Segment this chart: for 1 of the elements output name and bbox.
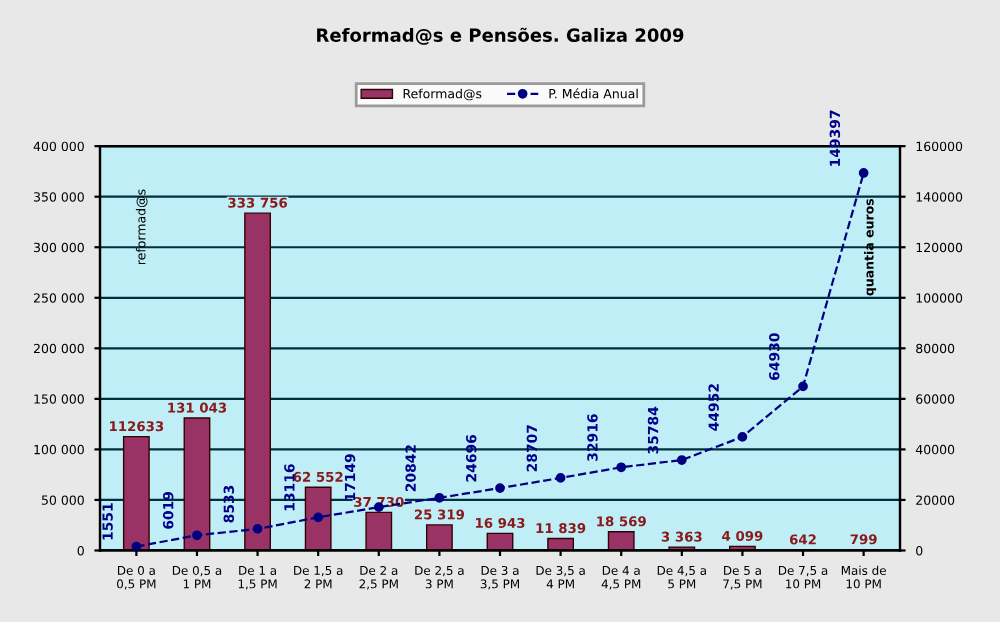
chart-title: Reformad@s e Pensões. Galiza 2009: [317, 27, 684, 45]
